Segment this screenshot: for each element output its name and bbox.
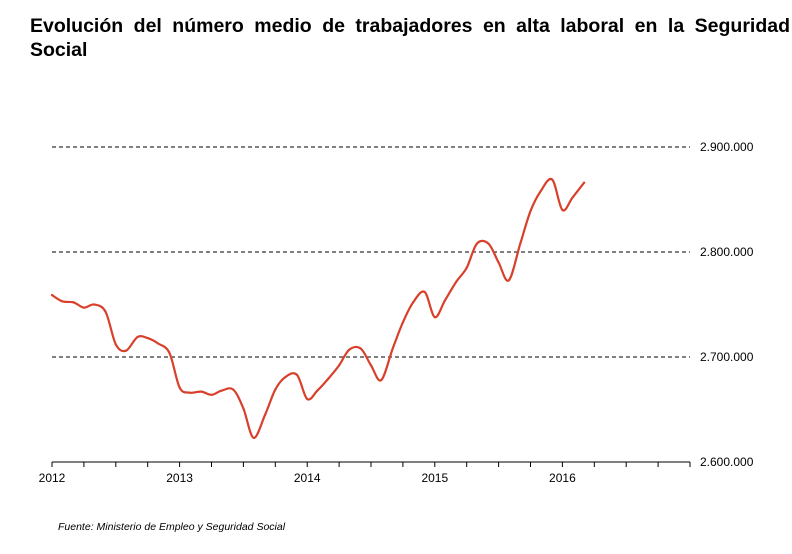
data-point bbox=[316, 389, 319, 392]
data-point bbox=[188, 391, 191, 394]
data-point bbox=[401, 321, 404, 324]
data-point bbox=[82, 306, 85, 309]
data-point bbox=[200, 390, 203, 393]
data-point bbox=[210, 393, 213, 396]
data-point bbox=[539, 190, 542, 193]
data-point bbox=[465, 266, 468, 269]
data-point bbox=[124, 349, 128, 352]
grid-lines bbox=[52, 146, 690, 358]
x-tick-label: 2016 bbox=[549, 471, 576, 485]
series-group bbox=[50, 177, 586, 439]
data-point bbox=[380, 379, 383, 382]
data-point bbox=[582, 181, 586, 184]
data-point bbox=[274, 388, 277, 391]
y-tick-label: 2.800.000 bbox=[700, 245, 754, 259]
x-tick-label: 2013 bbox=[166, 471, 193, 485]
data-point bbox=[433, 316, 436, 319]
data-point bbox=[507, 279, 510, 282]
source-note: Fuente: Ministerio de Empleo y Seguridad… bbox=[58, 521, 286, 533]
x-tick-label: 2014 bbox=[294, 471, 321, 485]
series-line-0 bbox=[50, 177, 586, 439]
data-point bbox=[93, 303, 96, 306]
data-point bbox=[391, 347, 394, 350]
data-point bbox=[220, 389, 223, 392]
data-point bbox=[306, 397, 309, 401]
data-point bbox=[561, 208, 564, 212]
data-point bbox=[156, 342, 160, 345]
data-point bbox=[252, 436, 255, 439]
data-point bbox=[327, 376, 330, 380]
x-axis: 2012 2013 2014 2015 2016 bbox=[39, 461, 691, 485]
y-tick-label: 2.900.000 bbox=[700, 140, 754, 154]
data-point bbox=[72, 301, 75, 304]
data-point bbox=[475, 242, 479, 245]
data-point bbox=[146, 337, 149, 340]
data-point bbox=[455, 280, 458, 283]
y-tick-label: 2.600.000 bbox=[700, 455, 754, 469]
y-tick-label: 2.700.000 bbox=[700, 350, 754, 364]
data-point bbox=[232, 388, 235, 391]
data-point bbox=[443, 299, 447, 302]
data-point bbox=[519, 242, 522, 245]
data-point bbox=[529, 209, 532, 213]
data-point bbox=[348, 348, 351, 351]
data-point bbox=[338, 364, 341, 367]
data-point bbox=[114, 343, 117, 346]
data-point bbox=[178, 386, 181, 389]
chart-title: Evolución del número medio de trabajador… bbox=[30, 15, 790, 61]
y-axis: 2.600.000 2.700.000 2.800.000 2.900.000 bbox=[700, 140, 754, 469]
data-point bbox=[242, 407, 245, 410]
data-point bbox=[423, 290, 426, 293]
x-tick-label: 2015 bbox=[421, 471, 448, 485]
data-point bbox=[571, 196, 574, 199]
data-point bbox=[136, 335, 139, 339]
data-point bbox=[295, 373, 299, 376]
data-point bbox=[50, 293, 54, 297]
x-tick-label: 2012 bbox=[39, 471, 66, 485]
data-point bbox=[61, 300, 64, 303]
data-point bbox=[487, 242, 490, 245]
data-point bbox=[168, 351, 171, 354]
data-point bbox=[497, 261, 500, 264]
data-point bbox=[284, 375, 287, 379]
data-point bbox=[412, 301, 415, 304]
data-point bbox=[369, 364, 373, 367]
data-point bbox=[263, 413, 267, 416]
data-point bbox=[359, 347, 362, 350]
data-point bbox=[104, 310, 107, 313]
data-point bbox=[551, 178, 554, 181]
